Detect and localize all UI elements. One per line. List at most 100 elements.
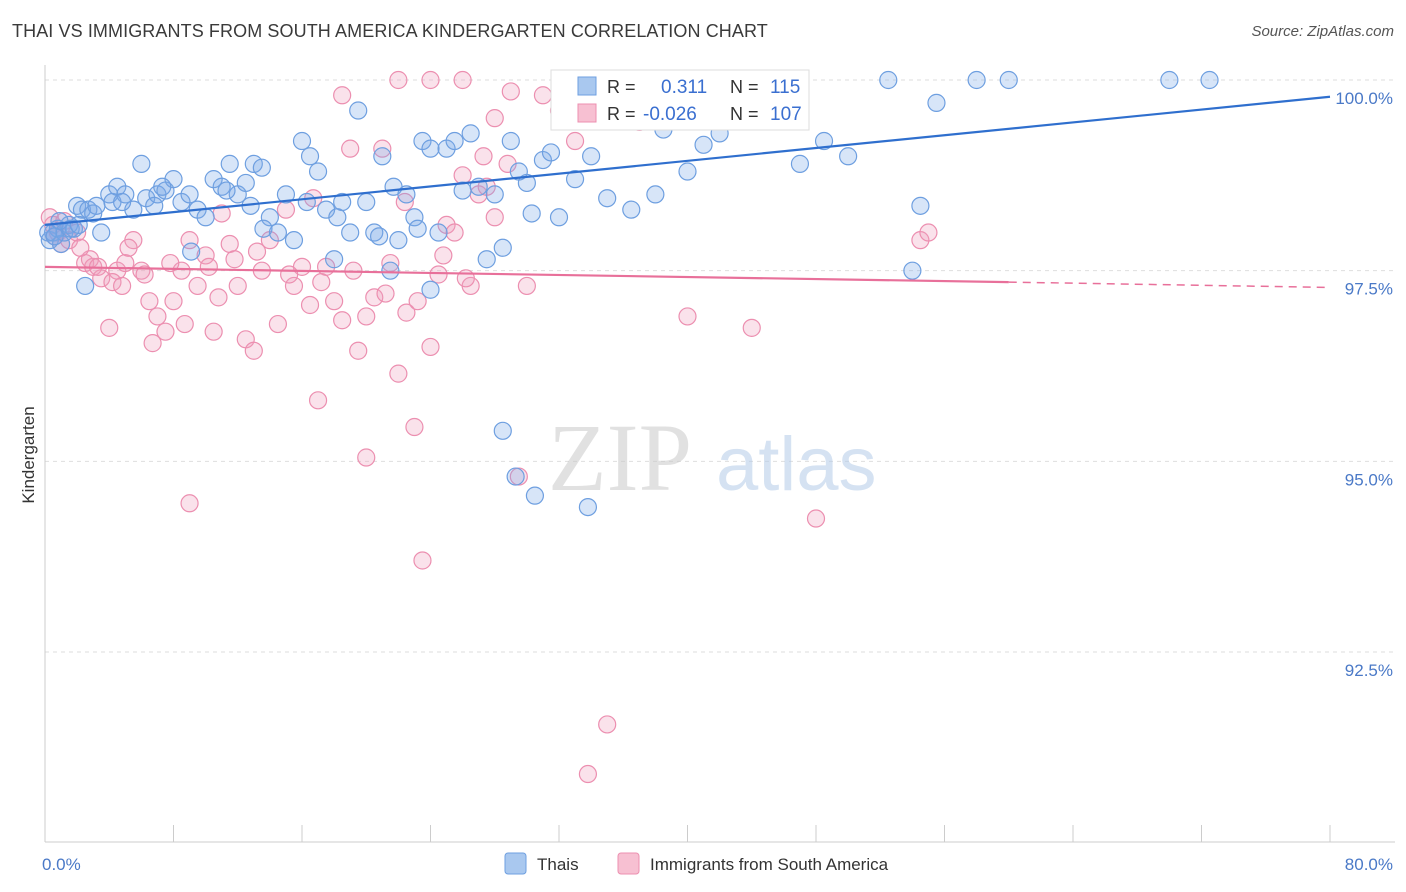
south-america-trend-line xyxy=(44,265,1009,284)
thais-point xyxy=(328,208,347,227)
south-america-point xyxy=(119,238,138,257)
south-america-point xyxy=(376,284,395,303)
south-america-point xyxy=(598,715,617,734)
thais-point xyxy=(582,147,601,166)
south-america-point xyxy=(92,269,111,288)
south-america-point xyxy=(228,276,247,296)
thais-point xyxy=(92,223,111,242)
thais-point xyxy=(839,147,858,166)
south-america-point xyxy=(678,307,697,326)
south-america-point xyxy=(204,322,223,341)
thais-point xyxy=(911,196,930,215)
south-america-point xyxy=(100,318,119,337)
stats-n-value-thais: 115 xyxy=(770,77,800,98)
south-america-point xyxy=(742,318,761,337)
thais-point xyxy=(485,185,504,204)
thais-point xyxy=(967,70,986,90)
stats-r-label-thais: R = xyxy=(607,77,636,97)
thais-point xyxy=(879,70,898,90)
watermark-atlas: atlas xyxy=(716,422,877,507)
thais-point xyxy=(76,276,95,296)
thais-point xyxy=(405,208,424,227)
thais-point xyxy=(445,131,464,151)
thais-point xyxy=(260,208,279,227)
thais-point xyxy=(284,231,304,250)
thais-point xyxy=(622,200,641,219)
south-america-point xyxy=(333,311,352,330)
south-america-point xyxy=(220,234,239,254)
legend-label-thais[interactable]: Thais xyxy=(537,855,579,874)
thais-point xyxy=(357,192,376,212)
trend-lines xyxy=(44,95,1331,289)
thais-point xyxy=(429,223,448,242)
thais-point xyxy=(517,173,536,193)
south-america-point xyxy=(485,109,504,128)
thais-point xyxy=(598,189,617,208)
thais-point xyxy=(1160,70,1179,90)
south-america-point xyxy=(421,70,440,90)
thais-point xyxy=(384,177,403,196)
thais-point xyxy=(927,93,946,112)
south-america-point xyxy=(365,288,384,307)
thais-point xyxy=(421,280,440,299)
south-america-point xyxy=(148,307,167,326)
south-america-point xyxy=(225,250,244,269)
thais-point xyxy=(300,147,320,166)
south-america-point xyxy=(578,764,598,784)
stats-legend-swatch-thais xyxy=(577,76,597,96)
thais-point xyxy=(646,185,665,204)
thais-point xyxy=(292,131,312,151)
thais-point xyxy=(370,227,389,246)
south-america-point xyxy=(445,223,464,242)
thais-point xyxy=(217,181,236,200)
x-tick-label: 80.0% xyxy=(1345,855,1393,874)
legend-label-south-america[interactable]: Immigrants from South America xyxy=(650,855,889,874)
south-america-point xyxy=(140,292,159,311)
south-america-point xyxy=(421,337,440,357)
y-tick-label: 92.5% xyxy=(1345,661,1393,680)
thais-point xyxy=(252,158,271,177)
thais-point xyxy=(180,185,199,204)
y-tick-label: 95.0% xyxy=(1345,470,1393,489)
south-america-point xyxy=(247,242,267,261)
south-america-point xyxy=(325,292,344,311)
legend-swatch-thais[interactable] xyxy=(504,852,527,875)
south-america-point xyxy=(276,200,296,219)
south-america-point xyxy=(268,314,288,334)
x-tick-label: 0.0% xyxy=(42,855,81,874)
thais-point xyxy=(999,70,1018,90)
south-america-point xyxy=(395,192,414,212)
south-america-point xyxy=(135,265,154,284)
thais-point xyxy=(790,154,810,173)
south-america-point xyxy=(389,364,408,383)
south-america-point xyxy=(308,391,328,410)
thais-point xyxy=(87,196,106,215)
south-america-point xyxy=(300,295,320,315)
south-america-point xyxy=(180,494,199,513)
south-america-point xyxy=(161,253,180,273)
thais-point xyxy=(196,208,215,227)
thais-point xyxy=(493,421,512,440)
thais-point xyxy=(341,223,360,242)
thais-point xyxy=(373,147,392,166)
south-america-point xyxy=(405,417,424,437)
thais-point xyxy=(493,238,512,257)
south-america-point xyxy=(357,448,376,467)
thais-point xyxy=(132,154,151,173)
thais-point xyxy=(45,227,64,246)
x-tick-labels: 0.0% 80.0% xyxy=(42,855,1393,874)
south-america-point xyxy=(517,276,536,296)
south-america-point xyxy=(533,86,553,105)
south-america-point xyxy=(196,246,215,265)
source-label: Source: ZipAtlas.com xyxy=(1251,23,1394,40)
south-america-point xyxy=(389,70,408,90)
stats-legend-swatch-south-america xyxy=(577,103,597,123)
thais-point xyxy=(51,234,71,254)
south-america-point xyxy=(164,292,183,311)
thais-point xyxy=(236,173,255,193)
thais-point xyxy=(389,231,408,250)
south-america-point xyxy=(143,334,162,353)
legend-swatch-south-america[interactable] xyxy=(617,852,640,875)
thais-point xyxy=(678,162,697,181)
thais-point xyxy=(525,486,545,505)
